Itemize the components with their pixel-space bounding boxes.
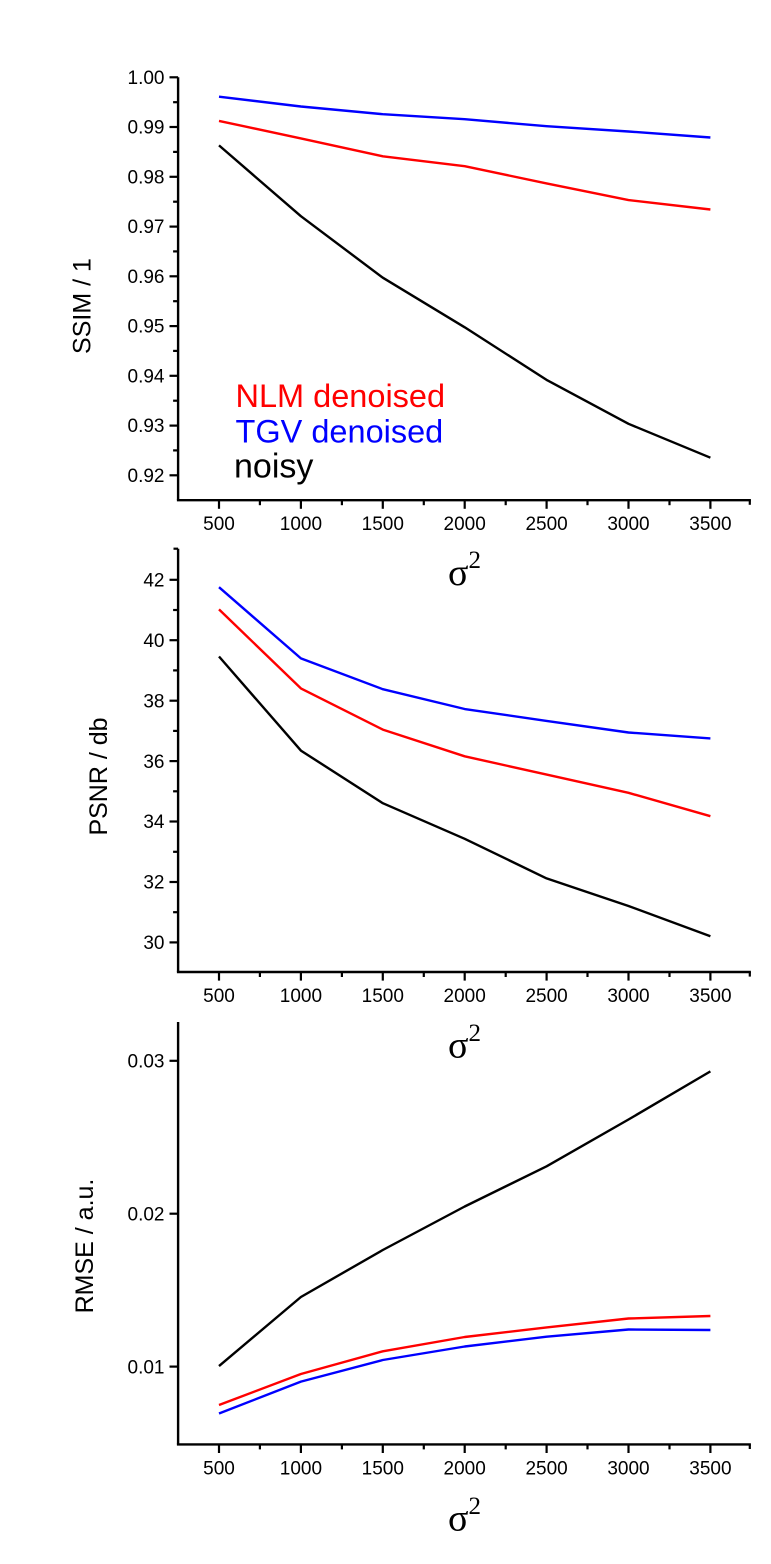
svg-text:1000: 1000	[280, 514, 322, 535]
svg-text:3000: 3000	[607, 986, 649, 1007]
svg-text:TGV denoised: TGV denoised	[236, 414, 444, 450]
svg-text:0.94: 0.94	[128, 367, 165, 388]
svg-text:40: 40	[143, 631, 164, 652]
svg-text:noisy: noisy	[234, 448, 313, 486]
svg-text:500: 500	[203, 514, 235, 535]
svg-text:0.02: 0.02	[128, 1204, 165, 1225]
svg-text:0.03: 0.03	[128, 1052, 165, 1073]
svg-text:500: 500	[203, 986, 235, 1007]
svg-text:0.98: 0.98	[128, 168, 165, 189]
svg-text:1500: 1500	[362, 1459, 404, 1480]
svg-text:0.01: 0.01	[128, 1357, 165, 1378]
svg-text:34: 34	[143, 812, 165, 833]
svg-text:36: 36	[143, 752, 164, 773]
svg-text:1000: 1000	[280, 986, 322, 1007]
svg-text:0.97: 0.97	[128, 217, 165, 238]
svg-text:SSIM / 1: SSIM / 1	[68, 258, 96, 354]
svg-text:2000: 2000	[444, 1459, 486, 1480]
svg-text:38: 38	[143, 691, 164, 712]
svg-text:2000: 2000	[444, 986, 486, 1007]
svg-text:1.00: 1.00	[128, 68, 165, 89]
svg-text:500: 500	[203, 1459, 235, 1480]
svg-text:0.99: 0.99	[128, 118, 165, 139]
svg-text:0.92: 0.92	[128, 466, 165, 487]
svg-text:3500: 3500	[689, 1459, 731, 1480]
svg-text:2500: 2500	[525, 1459, 567, 1480]
svg-text:3500: 3500	[689, 986, 731, 1007]
svg-text:3000: 3000	[607, 514, 649, 535]
svg-text:RMSE / a.u.: RMSE / a.u.	[71, 1179, 99, 1314]
svg-text:0.93: 0.93	[128, 416, 165, 437]
svg-text:1500: 1500	[362, 514, 404, 535]
svg-text:3000: 3000	[607, 1459, 649, 1480]
svg-text:42: 42	[143, 571, 164, 592]
svg-text:0.96: 0.96	[128, 267, 165, 288]
svg-text:1000: 1000	[280, 1459, 322, 1480]
svg-text:0.95: 0.95	[128, 317, 165, 338]
svg-text:σ2: σ2	[448, 1020, 481, 1067]
svg-text:2500: 2500	[525, 514, 567, 535]
svg-text:30: 30	[143, 933, 164, 954]
svg-text:1500: 1500	[362, 986, 404, 1007]
svg-text:2500: 2500	[525, 986, 567, 1007]
svg-text:NLM denoised: NLM denoised	[236, 378, 446, 414]
svg-text:σ2: σ2	[448, 1493, 481, 1540]
svg-text:2000: 2000	[444, 514, 486, 535]
svg-text:3500: 3500	[689, 514, 731, 535]
svg-text:PSNR / db: PSNR / db	[85, 717, 113, 835]
svg-text:32: 32	[143, 873, 164, 894]
